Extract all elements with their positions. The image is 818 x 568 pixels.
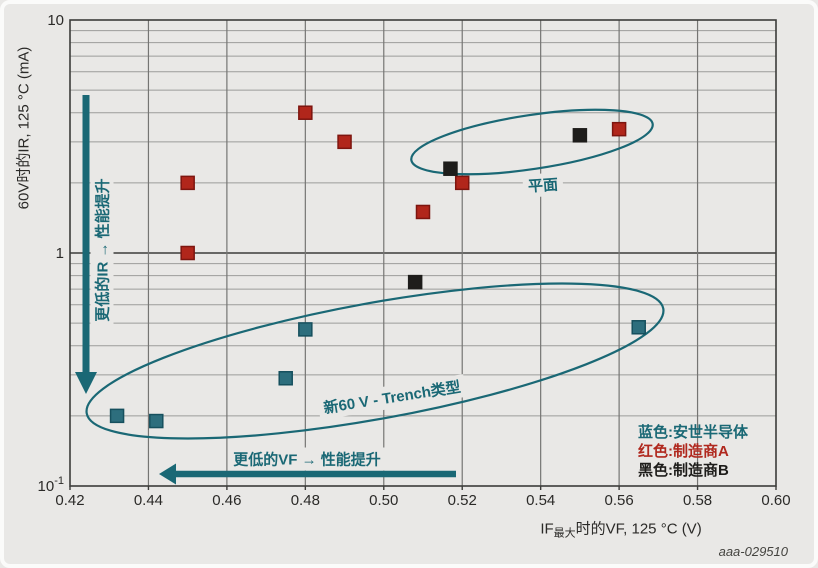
x-tick-label: 0.60	[761, 492, 790, 509]
trench-group-ellipse	[85, 282, 665, 440]
marker-manufacturer-b	[443, 161, 458, 176]
legend-item-manufacturer-b: 黑色:制造商B	[638, 462, 729, 479]
marker-nexperia	[109, 408, 125, 424]
lower-vf-annotation: 更低的VF → 性能提升	[228, 447, 386, 471]
marker-manufacturer-a	[180, 175, 195, 191]
marker-manufacturer-a	[454, 175, 470, 191]
legend-item-nexperia: 蓝色:安世半导体	[638, 424, 748, 441]
planar-group-ellipse	[410, 108, 654, 176]
y-axis-label: 60V时的IR, 125 °C (mA)	[15, 46, 33, 210]
marker-manufacturer-b	[407, 274, 423, 290]
x-tick-label: 0.48	[291, 492, 320, 509]
x-axis-label-prefix: IF	[540, 520, 554, 538]
figure-code: aaa-029510	[718, 544, 788, 559]
x-tick-label: 0.42	[55, 492, 84, 509]
marker-manufacturer-a	[337, 134, 352, 150]
x-tick-label: 0.58	[683, 492, 712, 509]
arrow-down-shaft	[82, 95, 90, 372]
marker-nexperia	[631, 320, 646, 335]
arrow-left-shaft	[176, 470, 456, 478]
plot-border	[69, 19, 777, 487]
x-axis-label: IF最大时的VF, 125 °C (V)	[540, 518, 701, 541]
lower-ir-annotation: 更低的IR → 性能提升	[90, 173, 114, 327]
y-tick-label: 10	[47, 12, 64, 29]
arrow-left-head	[159, 463, 176, 485]
marker-manufacturer-a	[298, 105, 313, 120]
x-tick-label: 0.46	[212, 492, 241, 509]
x-tick-label: 0.44	[134, 492, 163, 509]
marker-manufacturer-a	[611, 121, 627, 137]
x-tick-label: 0.56	[605, 492, 634, 509]
legend: 蓝色:安世半导体 红色:制造商A 黑色:制造商B	[638, 423, 748, 480]
x-axis-label-subscript: 最大	[553, 527, 576, 540]
legend-item-manufacturer-a: 红色:制造商A	[638, 443, 729, 460]
x-tick-label: 0.50	[369, 492, 398, 509]
x-tick-label: 0.52	[448, 492, 477, 509]
marker-nexperia	[278, 371, 293, 386]
marker-manufacturer-a	[415, 204, 431, 220]
planar-ellipse-label: 平面	[522, 172, 564, 198]
marker-nexperia	[149, 413, 164, 429]
marker-nexperia	[298, 322, 313, 337]
arrow-down-head	[75, 372, 97, 394]
marker-manufacturer-b	[572, 128, 588, 143]
x-tick-label: 0.54	[526, 492, 555, 509]
marker-manufacturer-a	[180, 245, 195, 261]
x-axis-label-suffix: 时的VF, 125 °C (V)	[575, 520, 702, 538]
y-tick-label: 1	[56, 245, 64, 262]
